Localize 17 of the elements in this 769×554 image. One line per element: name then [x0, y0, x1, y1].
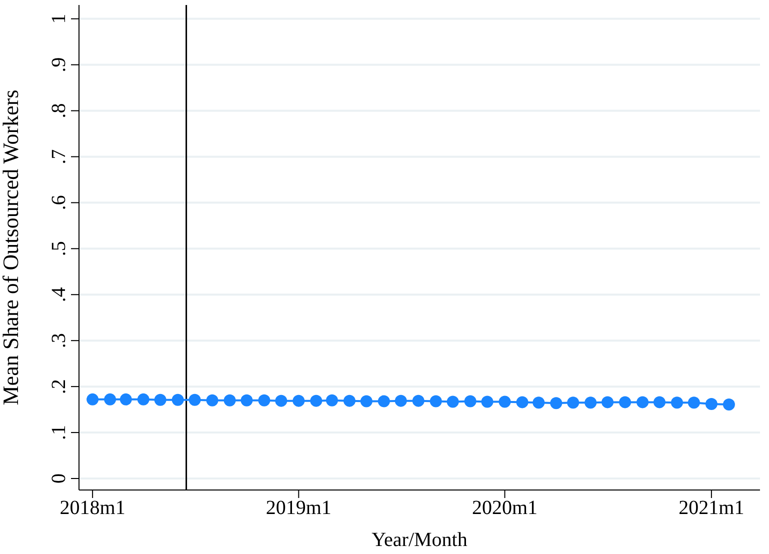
x-tick-label: 2021m1 [678, 497, 744, 520]
x-tick-label: 2020m1 [472, 497, 538, 520]
y-tick-label: 0 [48, 474, 70, 484]
y-tick-label: .8 [48, 103, 70, 118]
y-tick-label: .3 [48, 333, 70, 348]
y-axis-title: Mean Share of Outsourced Workers [0, 90, 23, 406]
y-tick-label: .1 [48, 425, 70, 440]
y-tick-label: .9 [48, 57, 70, 72]
y-tick-label: .6 [48, 195, 70, 210]
x-axis-title: Year/Month [372, 529, 468, 551]
y-tick-label: .5 [48, 241, 70, 256]
y-tick-label: 1 [48, 14, 70, 24]
y-tick-label: .2 [48, 379, 70, 394]
y-tick-label: .4 [48, 287, 70, 302]
x-tick-label: 2019m1 [266, 497, 332, 520]
x-tick-label: 2018m1 [60, 497, 126, 520]
y-tick-label: .7 [48, 149, 70, 164]
